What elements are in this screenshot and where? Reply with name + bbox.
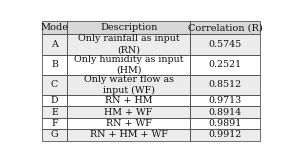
- Text: C: C: [51, 80, 58, 89]
- Text: HM + WF: HM + WF: [104, 108, 153, 117]
- Text: 0.9891: 0.9891: [208, 119, 242, 128]
- Bar: [68, 34, 190, 55]
- Text: 0.9912: 0.9912: [208, 130, 242, 139]
- Bar: [68, 118, 190, 129]
- Text: 0.9713: 0.9713: [208, 96, 242, 105]
- Bar: [68, 129, 190, 140]
- Bar: [42, 21, 68, 34]
- Bar: [42, 129, 68, 140]
- Text: G: G: [51, 130, 58, 139]
- Bar: [190, 55, 260, 75]
- Bar: [42, 55, 68, 75]
- Bar: [42, 118, 68, 129]
- Bar: [68, 55, 190, 75]
- Bar: [42, 55, 68, 75]
- Bar: [68, 106, 190, 118]
- Text: 0.5745: 0.5745: [208, 40, 242, 49]
- Bar: [190, 129, 260, 140]
- Bar: [68, 95, 190, 106]
- Bar: [190, 34, 260, 55]
- Bar: [42, 34, 68, 55]
- Text: B: B: [51, 60, 58, 69]
- Bar: [68, 118, 190, 129]
- Bar: [42, 21, 68, 34]
- Bar: [42, 95, 68, 106]
- Bar: [190, 118, 260, 129]
- Text: 0.8914: 0.8914: [208, 108, 242, 117]
- Bar: [42, 75, 68, 95]
- Bar: [190, 106, 260, 118]
- Bar: [42, 118, 68, 129]
- Bar: [68, 55, 190, 75]
- Text: Only water flow as
input (WF): Only water flow as input (WF): [84, 75, 174, 95]
- Text: Description: Description: [100, 23, 157, 32]
- Text: 0.2521: 0.2521: [208, 60, 242, 69]
- Text: A: A: [51, 40, 58, 49]
- Text: Only rainfall as input
(RN): Only rainfall as input (RN): [78, 34, 179, 55]
- Bar: [190, 21, 260, 34]
- Text: E: E: [51, 108, 58, 117]
- Bar: [190, 75, 260, 95]
- Bar: [190, 95, 260, 106]
- Bar: [42, 106, 68, 118]
- Text: Correlation (R): Correlation (R): [188, 23, 262, 32]
- Bar: [68, 95, 190, 106]
- Bar: [68, 34, 190, 55]
- Bar: [42, 95, 68, 106]
- Text: Only humidity as input
(HM): Only humidity as input (HM): [74, 55, 183, 75]
- Bar: [190, 106, 260, 118]
- Bar: [190, 95, 260, 106]
- Bar: [68, 75, 190, 95]
- Bar: [190, 34, 260, 55]
- Text: 0.8512: 0.8512: [208, 80, 242, 89]
- Bar: [68, 106, 190, 118]
- Text: RN + WF: RN + WF: [106, 119, 152, 128]
- Bar: [68, 21, 190, 34]
- Text: RN + HM + WF: RN + HM + WF: [90, 130, 168, 139]
- Bar: [190, 75, 260, 95]
- Bar: [68, 129, 190, 140]
- Bar: [42, 75, 68, 95]
- Text: D: D: [51, 96, 58, 105]
- Bar: [42, 106, 68, 118]
- Bar: [190, 21, 260, 34]
- Bar: [190, 55, 260, 75]
- Bar: [42, 34, 68, 55]
- Bar: [190, 129, 260, 140]
- Bar: [190, 118, 260, 129]
- Text: Mode: Mode: [40, 23, 69, 32]
- Text: F: F: [51, 119, 58, 128]
- Bar: [68, 21, 190, 34]
- Bar: [68, 75, 190, 95]
- Text: RN + HM: RN + HM: [105, 96, 152, 105]
- Bar: [42, 129, 68, 140]
